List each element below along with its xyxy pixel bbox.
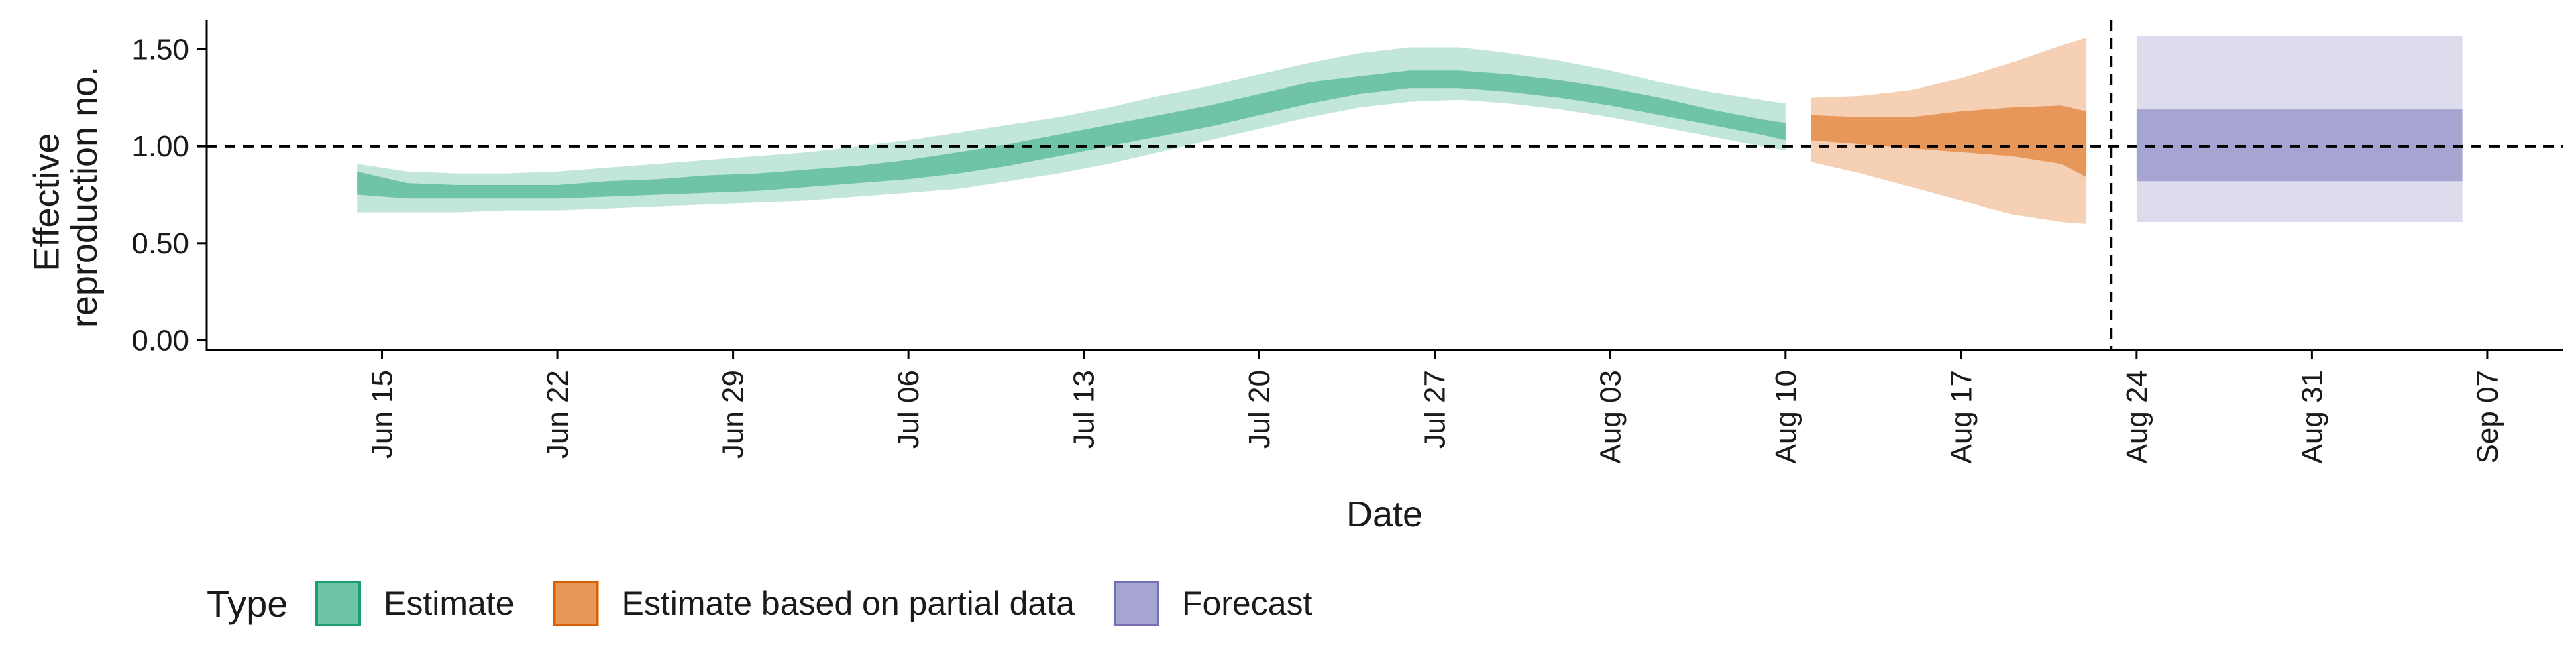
- y-axis-title-line-2: reproduction no.: [64, 66, 105, 328]
- legend-swatch-estimate: [315, 581, 361, 626]
- axes: 0.00 0.50 1.00 1.50 Jun 15 Jun 22 Jun 29 Jul 0…: [131, 20, 2563, 463]
- legend-label-estimate-based-on-partial-data: Estimate based on partial data: [622, 585, 1075, 622]
- y-tick-label: 0.50: [131, 227, 189, 260]
- y-ticks: 0.00 0.50 1.00 1.50: [131, 33, 207, 357]
- x-tick-label: Sep 07: [2471, 370, 2504, 463]
- x-tick-label: Jun 22: [541, 370, 574, 459]
- x-tick-label: Aug 24: [2121, 370, 2153, 463]
- legend-label-forecast: Forecast: [1182, 585, 1313, 622]
- x-tick-label: Jul 06: [892, 370, 925, 449]
- x-tick-label: Jul 27: [1419, 370, 1452, 449]
- x-axis-title: Date: [1346, 494, 1423, 534]
- legend-swatch-forecast: [1113, 581, 1159, 626]
- x-tick-label: Jun 15: [366, 370, 399, 459]
- x-tick-label: Aug 03: [1594, 370, 1627, 463]
- x-tick-label: Aug 17: [1945, 370, 1978, 463]
- legend-swatch-estimate-based-on-partial-data: [553, 581, 599, 626]
- y-tick-label: 1.00: [131, 130, 189, 163]
- x-tick-label: Jul 20: [1243, 370, 1276, 449]
- x-tick-label: Jun 29: [717, 370, 750, 459]
- x-ticks: Jun 15 Jun 22 Jun 29 Jul 06 Jul 13 Jul 20 Jul …: [366, 350, 2504, 463]
- bands-layer: [357, 36, 2463, 224]
- estimate-band-50: [357, 70, 1786, 199]
- x-tick-label: Aug 10: [1770, 370, 1803, 463]
- x-tick-label: Jul 13: [1068, 370, 1101, 449]
- legend-title: Type: [207, 583, 288, 625]
- y-tick-label: 1.50: [131, 33, 189, 66]
- estimate-based-on-partial-data-band-50: [1811, 105, 2087, 178]
- y-axis-title-line-1: Effective: [26, 133, 66, 271]
- reference-lines: [207, 20, 2563, 350]
- y-tick-label: 0.00: [131, 325, 189, 357]
- x-tick-label: Aug 31: [2296, 370, 2328, 463]
- legend-items: Estimate Estimate based on partial data Fo…: [315, 581, 1313, 626]
- legend: Type Estimate Estimate based on partial d…: [207, 581, 1313, 626]
- legend-label-estimate: Estimate: [384, 585, 515, 622]
- estimate-band-90: [357, 47, 1786, 213]
- y-axis-title: Effective reproduction no.: [26, 66, 105, 328]
